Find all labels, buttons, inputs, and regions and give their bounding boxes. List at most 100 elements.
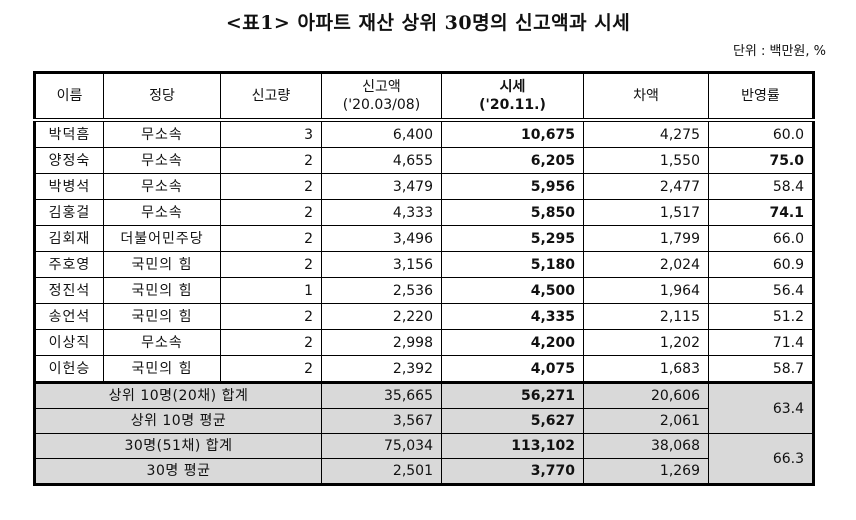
header-declared-line2: ('20.03/08) — [342, 97, 421, 113]
cell-ratio: 58.4 — [708, 173, 814, 200]
cell-count: 2 — [220, 225, 322, 252]
cell-diff: 1,202 — [583, 329, 709, 356]
cell-declared: 2,392 — [321, 355, 442, 383]
summary-label: 30명(51채) 합계 — [34, 433, 322, 459]
header-market-line2: ('20.11.) — [479, 97, 546, 113]
cell-declared: 3,479 — [321, 173, 442, 200]
cell-market: 5,180 — [441, 251, 584, 278]
summary-row: 상위 10명(20채) 합계 35,665 56,271 20,606 63.4 — [34, 381, 814, 434]
cell-count: 2 — [220, 303, 322, 330]
cell-ratio: 74.1 — [708, 199, 814, 226]
summary-diff: 1,269 — [583, 458, 709, 485]
cell-count: 3 — [220, 119, 322, 148]
cell-party: 국민의 힘 — [103, 303, 221, 330]
summary-declared: 35,665 — [321, 381, 442, 409]
table-row: 이헌승 국민의 힘 2 2,392 4,075 1,683 58.7 — [34, 355, 814, 383]
cell-market: 10,675 — [441, 119, 584, 148]
cell-name: 이헌승 — [34, 355, 104, 383]
header-market: 시세 ('20.11.) — [441, 72, 584, 121]
summary-declared: 75,034 — [321, 433, 442, 459]
cell-count: 2 — [220, 355, 322, 383]
header-declared: 신고액 ('20.03/08) — [321, 72, 442, 121]
cell-ratio: 66.0 — [708, 225, 814, 252]
cell-ratio: 60.9 — [708, 251, 814, 278]
cell-name: 주호영 — [34, 251, 104, 278]
cell-party: 무소속 — [103, 329, 221, 356]
cell-ratio: 58.7 — [708, 355, 814, 383]
summary-row: 30명 평균 2,501 3,770 1,269 — [34, 458, 814, 485]
cell-market: 6,205 — [441, 147, 584, 174]
cell-name: 박병석 — [34, 173, 104, 200]
summary-market: 3,770 — [441, 458, 584, 485]
cell-market: 5,850 — [441, 199, 584, 226]
cell-count: 2 — [220, 199, 322, 226]
header-count: 신고량 — [220, 72, 322, 121]
header-declared-line1: 신고액 — [362, 79, 401, 95]
summary-market: 113,102 — [441, 433, 584, 459]
cell-diff: 1,964 — [583, 277, 709, 304]
table-row: 송언석 국민의 힘 2 2,220 4,335 2,115 51.2 — [34, 303, 814, 330]
cell-diff: 1,683 — [583, 355, 709, 383]
cell-count: 2 — [220, 147, 322, 174]
table-row: 정진석 국민의 힘 1 2,536 4,500 1,964 56.4 — [34, 277, 814, 304]
cell-name: 이상직 — [34, 329, 104, 356]
cell-ratio: 75.0 — [708, 147, 814, 174]
cell-declared: 6,400 — [321, 119, 442, 148]
cell-name: 김회재 — [34, 225, 104, 252]
cell-ratio: 56.4 — [708, 277, 814, 304]
cell-diff: 1,550 — [583, 147, 709, 174]
cell-declared: 2,220 — [321, 303, 442, 330]
cell-market: 4,075 — [441, 355, 584, 383]
cell-diff: 4,275 — [583, 119, 709, 148]
cell-party: 무소속 — [103, 199, 221, 226]
summary-row: 30명(51채) 합계 75,034 113,102 38,068 66.3 — [34, 433, 814, 485]
cell-name: 정진석 — [34, 277, 104, 304]
cell-diff: 2,115 — [583, 303, 709, 330]
table-title: <표1> 아파트 재산 상위 30명의 신고액과 시세 — [225, 12, 631, 34]
summary-label: 상위 10명 평균 — [34, 408, 322, 434]
table-body: 박덕흠 무소속 3 6,400 10,675 4,275 60.0 양정숙 무소속 2 4,655 6… — [34, 119, 814, 383]
cell-count: 2 — [220, 251, 322, 278]
cell-count: 1 — [220, 277, 322, 304]
cell-diff: 2,477 — [583, 173, 709, 200]
header-market-line1: 시세 — [499, 79, 526, 95]
table-row: 김홍걸 무소속 2 4,333 5,850 1,517 74.1 — [34, 199, 814, 226]
summary-ratio-all30: 66.3 — [708, 433, 814, 485]
cell-market: 4,200 — [441, 329, 584, 356]
summary-market: 56,271 — [441, 381, 584, 409]
cell-party: 국민의 힘 — [103, 251, 221, 278]
cell-declared: 3,496 — [321, 225, 442, 252]
table-row: 주호영 국민의 힘 2 3,156 5,180 2,024 60.9 — [34, 251, 814, 278]
header-name: 이름 — [34, 72, 104, 121]
cell-declared: 3,156 — [321, 251, 442, 278]
summary-declared: 3,567 — [321, 408, 442, 434]
cell-diff: 1,799 — [583, 225, 709, 252]
cell-ratio: 51.2 — [708, 303, 814, 330]
cell-party: 더불어민주당 — [103, 225, 221, 252]
cell-diff: 2,024 — [583, 251, 709, 278]
cell-market: 4,500 — [441, 277, 584, 304]
unit-note: 단위 : 백만원, % — [732, 44, 826, 59]
table-row: 양정숙 무소속 2 4,655 6,205 1,550 75.0 — [34, 147, 814, 174]
summary-market: 5,627 — [441, 408, 584, 434]
cell-party: 국민의 힘 — [103, 355, 221, 383]
header-diff: 차액 — [583, 72, 709, 121]
cell-diff: 1,517 — [583, 199, 709, 226]
cell-market: 5,956 — [441, 173, 584, 200]
summary-label: 상위 10명(20채) 합계 — [34, 381, 322, 409]
cell-declared: 4,333 — [321, 199, 442, 226]
cell-declared: 4,655 — [321, 147, 442, 174]
cell-name: 박덕흠 — [34, 119, 104, 148]
cell-party: 무소속 — [103, 173, 221, 200]
header-row: 이름 정당 신고량 신고액 ('20.03/08) 시세 ('20.11.) 차… — [34, 72, 814, 121]
header-ratio: 반영률 — [708, 72, 814, 121]
cell-count: 2 — [220, 329, 322, 356]
summary-body: 상위 10명(20채) 합계 35,665 56,271 20,606 63.4… — [34, 381, 814, 485]
cell-declared: 2,536 — [321, 277, 442, 304]
cell-name: 김홍걸 — [34, 199, 104, 226]
asset-table: 이름 정당 신고량 신고액 ('20.03/08) 시세 ('20.11.) 차… — [33, 71, 815, 486]
cell-ratio: 60.0 — [708, 119, 814, 148]
cell-party: 무소속 — [103, 119, 221, 148]
cell-name: 송언석 — [34, 303, 104, 330]
table-row: 이상직 무소속 2 2,998 4,200 1,202 71.4 — [34, 329, 814, 356]
